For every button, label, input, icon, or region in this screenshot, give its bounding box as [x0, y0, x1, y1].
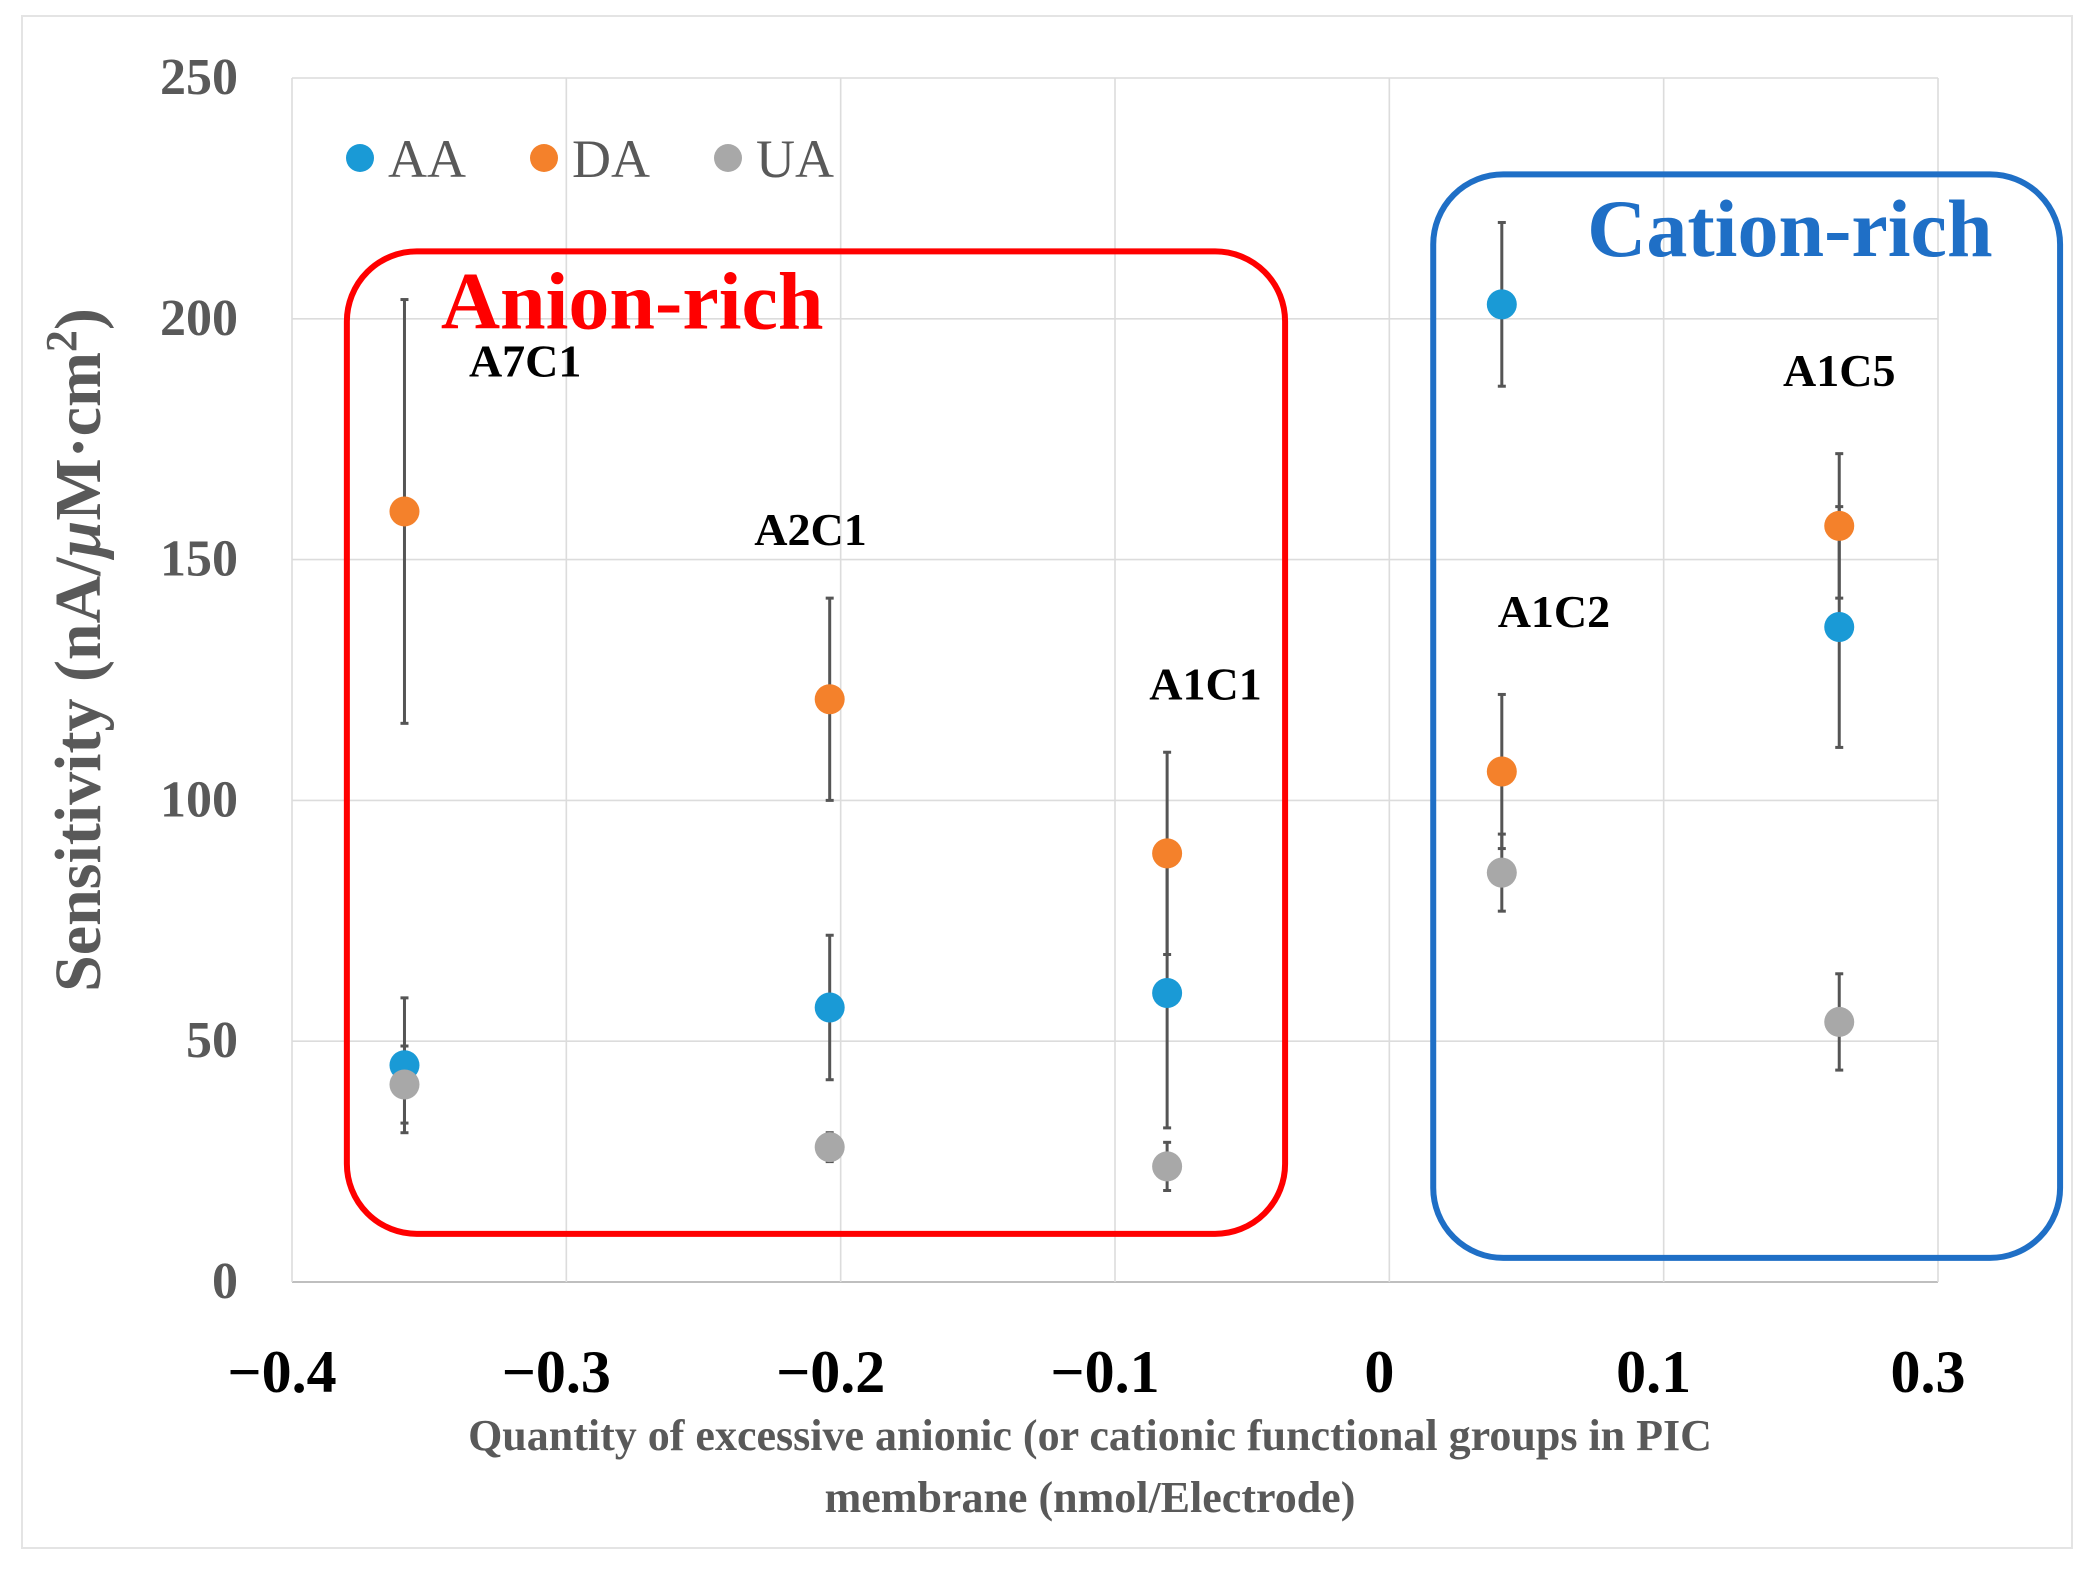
data-point-ua: [1824, 1006, 1855, 1037]
legend-marker-ua: [714, 144, 742, 172]
legend-marker-aa: [346, 144, 374, 172]
data-point-da: [1486, 756, 1517, 787]
point-label: A1C1: [1149, 658, 1261, 709]
x-axis-title-line-2: membrane (nmol/Electrode): [825, 1473, 1356, 1522]
grid: [291, 77, 1939, 1283]
x-tick-label: −0.1: [1050, 1339, 1159, 1405]
legend: AA DA UA: [346, 129, 834, 189]
regions: Anion-rich Cation-rich: [343, 171, 2064, 1261]
region-label: Anion-rich: [441, 255, 824, 346]
data-point-ua: [814, 1132, 845, 1163]
y-tick-label: 200: [160, 290, 238, 347]
region-label: Cation-rich: [1587, 183, 1992, 274]
x-axis-title-line-1: Quantity of excessive anionic (or cation…: [468, 1411, 1712, 1460]
point-label: A2C1: [754, 504, 866, 555]
axis-ticks: 0 50 100 150 200 250 −0.4 −0.3 −0.2 −0.1 0 0.1 0.3: [160, 49, 1966, 1405]
data-point-aa: [1824, 612, 1855, 643]
data-point-da: [1152, 838, 1183, 869]
y-tick-label: 50: [186, 1012, 238, 1069]
legend-label: UA: [756, 129, 834, 189]
data-point-aa: [1486, 289, 1517, 320]
data-point-ua: [1152, 1151, 1183, 1182]
data-point-da: [814, 684, 845, 715]
x-tick-label: −0.4: [227, 1339, 336, 1405]
data-point-da: [1824, 510, 1855, 541]
point-label: A1C2: [1498, 586, 1610, 637]
y-tick-label: 150: [160, 531, 238, 588]
x-tick-label: −0.2: [776, 1339, 885, 1405]
point-labels: A7C1 A2C1 A1C1 A1C2 A1C5: [469, 336, 1896, 710]
x-tick-label: 0.3: [1891, 1339, 1966, 1405]
legend-label: DA: [572, 129, 650, 189]
data-point-da: [389, 496, 420, 527]
y-tick-label: 250: [160, 49, 238, 106]
figure-frame: [21, 15, 2073, 1549]
data-point-aa: [814, 992, 845, 1023]
point-label: A1C5: [1783, 345, 1895, 396]
region-box-1: [1430, 171, 2064, 1261]
legend-marker-da: [530, 144, 558, 172]
y-tick-label: 0: [212, 1253, 238, 1310]
data-point-ua: [389, 1069, 420, 1100]
y-tick-label: 100: [160, 771, 238, 828]
y-axis-title: Sensitivity (nA/μM·cm2): [37, 308, 115, 992]
x-tick-label: −0.3: [502, 1339, 611, 1405]
data-point-aa: [1152, 978, 1183, 1009]
legend-label: AA: [388, 129, 466, 189]
region-box-0: [343, 248, 1289, 1237]
data-series: [389, 220, 1855, 1192]
data-point-ua: [1486, 857, 1517, 888]
x-tick-label: 0: [1364, 1339, 1394, 1405]
point-label: A7C1: [469, 336, 581, 387]
x-tick-label: 0.1: [1616, 1339, 1691, 1405]
